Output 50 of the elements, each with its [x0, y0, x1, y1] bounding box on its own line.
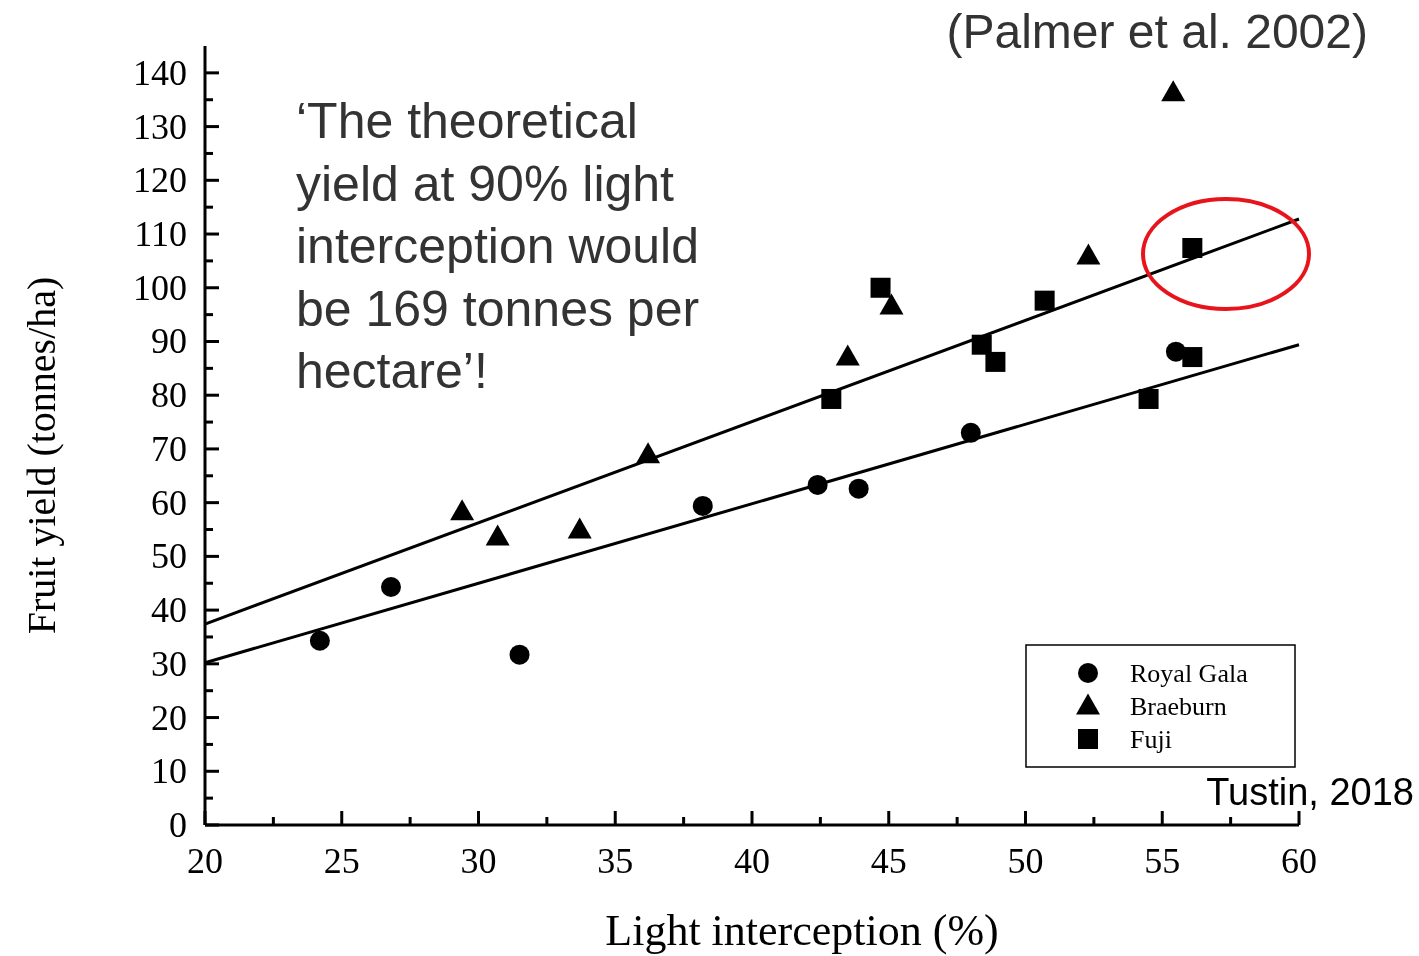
- x-tick-label: 30: [460, 841, 497, 881]
- legend-label: Fuji: [1130, 725, 1172, 754]
- y-tick-label: 20: [151, 697, 187, 738]
- y-tick-label: 130: [133, 106, 187, 147]
- y-tick-label: 90: [151, 321, 187, 362]
- y-axis-title: Fruit yield (tonnes/ha): [19, 276, 64, 635]
- x-tick-label: 45: [870, 841, 907, 881]
- x-tick-label: 35: [597, 841, 634, 881]
- legend-label: Braeburn: [1130, 692, 1227, 721]
- x-tick-label: 40: [734, 841, 770, 881]
- legend-label: Royal Gala: [1130, 659, 1249, 688]
- y-tick-label: 80: [151, 375, 187, 416]
- point: [692, 495, 713, 516]
- y-tick-label: 40: [151, 590, 187, 631]
- point: [1138, 388, 1159, 409]
- point: [1076, 243, 1101, 265]
- x-tick-label: 50: [1007, 841, 1044, 881]
- y-tick-label: 120: [133, 160, 187, 201]
- point: [309, 630, 330, 651]
- point: [1034, 290, 1055, 311]
- point: [870, 277, 891, 298]
- x-tick-label: 20: [187, 841, 223, 881]
- point: [848, 478, 869, 499]
- point: [985, 351, 1006, 372]
- point: [567, 517, 592, 539]
- y-tick-label: 100: [133, 267, 187, 308]
- annotation: (Palmer et al. 2002): [946, 5, 1368, 58]
- y-tick-label: 110: [134, 214, 187, 255]
- point: [1161, 80, 1186, 102]
- point: [1182, 347, 1203, 368]
- x-axis-title: Light interception (%): [605, 906, 999, 955]
- point: [879, 293, 904, 315]
- y-tick-label: 30: [151, 643, 187, 684]
- x-tick-label: 25: [323, 841, 360, 881]
- y-tick-label: 140: [133, 52, 187, 93]
- point: [485, 524, 510, 546]
- x-tick-label: 60: [1281, 841, 1317, 881]
- y-tick-label: 60: [151, 482, 187, 523]
- y-tick-label: 70: [151, 428, 187, 469]
- point: [1182, 238, 1203, 258]
- annotation: ‘The theoretical yield at 90% light interception would be 169 tonnes per hectare’!: [296, 93, 700, 399]
- point: [450, 499, 475, 521]
- point: [380, 577, 401, 597]
- y-tick-label: 10: [151, 751, 187, 792]
- y-tick-label: 50: [151, 536, 187, 577]
- point: [835, 344, 860, 366]
- point: [509, 644, 530, 665]
- x-tick-label: 55: [1144, 841, 1181, 881]
- y-tick-label: 0: [169, 805, 187, 845]
- annotation: Tustin, 2018: [1206, 771, 1414, 813]
